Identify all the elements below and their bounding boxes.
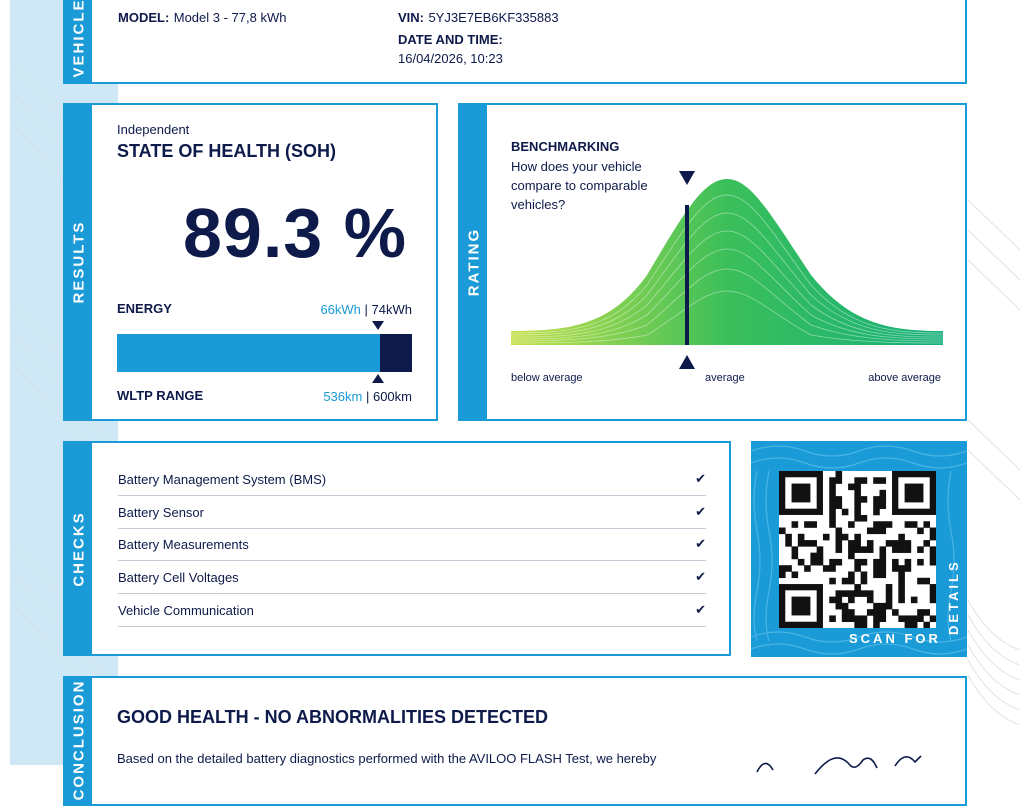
benchmark-curve: [511, 171, 943, 369]
energy-readout: 66kWh | 74kWh: [320, 301, 412, 319]
checkmark-icon: ✔: [695, 504, 706, 519]
soh-bar-loss: [380, 334, 412, 372]
conclusion-headline: GOOD HEALTH - NO ABNORMALITIES DETECTED: [117, 707, 548, 727]
datetime-label: DATE AND TIME:: [398, 32, 503, 47]
model-label: MODEL:: [118, 10, 170, 25]
range-total: 600km: [372, 389, 412, 404]
vehicle-section-label: VEHICLE: [70, 0, 87, 78]
check-label: Battery Cell Voltages: [118, 570, 239, 585]
checkmark-icon: ✔: [695, 536, 706, 551]
rating-section-label: RATING: [465, 227, 482, 297]
soh-title: STATE OF HEALTH (SOH): [117, 141, 336, 161]
vehicle-card: VEHICLE MODEL: Model 3 - 77,8 kWh VIN: 5…: [63, 0, 967, 84]
rating-section-strip: RATING: [460, 105, 487, 419]
check-row: Battery Measurements ✔: [118, 529, 706, 561]
qr-wave-pattern: [751, 445, 967, 655]
check-row: Battery Management System (BMS) ✔: [118, 464, 706, 496]
benchmark-question-line-1: How does your vehicle: [511, 159, 642, 174]
energy-label: ENERGY: [117, 301, 172, 316]
energy-separator: |: [360, 302, 372, 317]
qr-card[interactable]: SCAN FOR DETAILS: [751, 441, 967, 657]
vin-value: 5YJ3E7EB6KF335883: [428, 10, 559, 25]
range-readout: 536km | 600km: [323, 388, 412, 406]
benchmark-question-line-2: compare to comparable: [511, 178, 648, 193]
checkmark-icon: ✔: [695, 569, 706, 584]
benchmark-title: BENCHMARKING: [511, 139, 620, 154]
rating-card: RATING BENCHMARKING How does your vehicl…: [458, 103, 967, 421]
benchmark-question-line-3: vehicles?: [511, 197, 566, 212]
vin-label: VIN:: [398, 10, 424, 25]
details-label: DETAILS: [946, 559, 961, 635]
energy-current: 66kWh: [320, 302, 361, 317]
check-label: Battery Measurements: [118, 537, 249, 552]
qr-code[interactable]: [779, 471, 936, 628]
check-row: Battery Sensor ✔: [118, 497, 706, 529]
conclusion-section-label: CONCLUSION: [70, 679, 87, 801]
energy-marker-top: [372, 321, 384, 330]
checks-section-label: CHECKS: [70, 510, 87, 587]
results-card: RESULTS Independent STATE OF HEALTH (SOH…: [63, 103, 438, 421]
results-section-label: RESULTS: [70, 220, 87, 304]
results-section-strip: RESULTS: [65, 105, 92, 419]
datetime-value: 16/04/2026, 10:23: [398, 51, 503, 66]
soh-value: 89.3 %: [183, 194, 407, 272]
check-row: Battery Cell Voltages ✔: [118, 562, 706, 594]
benchmark-question: How does your vehicle compare to compara…: [511, 157, 648, 214]
conclusion-card: CONCLUSION GOOD HEALTH - NO ABNORMALITIE…: [63, 676, 967, 806]
check-label: Vehicle Communication: [118, 603, 254, 618]
check-row: Vehicle Communication ✔: [118, 595, 706, 627]
checks-card: CHECKS Battery Management System (BMS) ✔…: [63, 441, 731, 656]
soh-bar-fill: [117, 334, 380, 372]
range-marker-bottom: [372, 374, 384, 383]
conclusion-section-strip: CONCLUSION: [65, 678, 92, 804]
conclusion-paragraph: Based on the detailed battery diagnostic…: [117, 751, 657, 766]
check-label: Battery Management System (BMS): [118, 472, 327, 487]
axis-below-average: below average: [511, 372, 583, 384]
check-label: Battery Sensor: [118, 505, 204, 520]
scan-label: SCAN FOR: [849, 631, 941, 646]
range-separator: |: [362, 389, 373, 404]
energy-total: 74kWh: [371, 302, 412, 317]
range-current: 536km: [323, 389, 363, 404]
checkmark-icon: ✔: [695, 602, 706, 617]
axis-above-average: above average: [868, 372, 941, 384]
model-value: Model 3 - 77,8 kWh: [173, 10, 287, 25]
checks-section-strip: CHECKS: [65, 443, 92, 654]
signature: [756, 755, 922, 775]
checkmark-icon: ✔: [695, 471, 706, 486]
soh-kicker: Independent: [117, 122, 190, 137]
range-label: WLTP RANGE: [117, 388, 204, 403]
axis-average: average: [705, 372, 745, 384]
vehicle-section-strip: VEHICLE: [65, 0, 92, 82]
